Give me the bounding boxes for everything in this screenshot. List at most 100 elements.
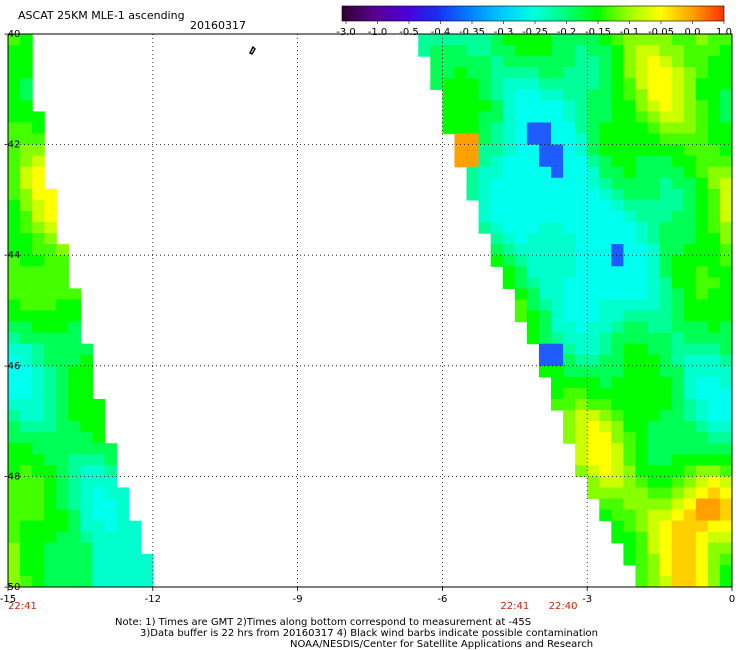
wind-cell — [514, 67, 528, 79]
wind-cell — [707, 509, 721, 522]
wind-cell — [647, 421, 661, 433]
wind-cell — [20, 144, 33, 157]
wind-cell — [128, 564, 142, 577]
wind-cell — [587, 210, 600, 223]
wind-cell — [32, 299, 45, 312]
wind-cell — [430, 45, 443, 57]
wind-cell — [611, 487, 624, 500]
wind-cell — [526, 34, 540, 46]
wind-cell — [32, 387, 45, 400]
wind-cell — [104, 465, 118, 477]
wind-cell — [575, 365, 588, 378]
wind-cell — [68, 354, 81, 367]
wind-cell — [707, 354, 721, 367]
wind-cell — [68, 476, 81, 489]
wind-cell — [538, 288, 552, 301]
wind-cell — [719, 133, 732, 146]
wind-cell — [659, 498, 673, 511]
wind-cell — [32, 144, 45, 157]
wind-cell — [683, 454, 697, 466]
wind-cell — [20, 277, 33, 289]
wind-cell — [68, 299, 81, 312]
wind-cell — [32, 166, 45, 179]
wind-cell — [68, 343, 81, 356]
wind-cell — [575, 210, 588, 223]
wind-cell — [551, 332, 564, 345]
wind-cell — [8, 365, 21, 378]
wind-cell — [635, 553, 649, 566]
wind-cell — [466, 188, 480, 201]
wind-cell — [719, 410, 732, 422]
wind-cell — [80, 376, 94, 389]
wind-cell — [32, 111, 45, 124]
wind-cell — [80, 365, 94, 378]
wind-cell — [551, 321, 564, 334]
wind-cell — [599, 144, 612, 157]
wind-cell — [575, 376, 588, 389]
wind-cell — [635, 288, 649, 301]
wind-cell — [683, 575, 697, 587]
wind-cell — [563, 111, 576, 124]
wind-cell — [490, 34, 504, 46]
wind-cell — [563, 277, 576, 289]
wind-cell — [647, 498, 661, 511]
wind-cell — [696, 587, 709, 599]
wind-cell — [442, 100, 456, 113]
wind-cell — [695, 67, 709, 79]
wind-cell — [442, 89, 456, 101]
wind-cell — [683, 288, 697, 301]
wind-cell — [563, 133, 576, 146]
wind-cell — [8, 133, 21, 146]
wind-cell — [623, 432, 637, 444]
wind-cell — [8, 288, 21, 301]
wind-cell — [44, 564, 57, 577]
wind-cell — [635, 476, 649, 489]
wind-cell — [538, 100, 552, 113]
wind-cell — [623, 166, 637, 179]
wind-cell — [538, 233, 552, 245]
wind-cell — [719, 365, 732, 378]
wind-cell — [8, 509, 21, 522]
wind-cell — [56, 365, 69, 378]
wind-cell — [454, 67, 468, 79]
wind-cell — [707, 45, 721, 57]
wind-cell — [719, 144, 732, 157]
wind-cell — [551, 398, 564, 411]
wind-cell — [719, 266, 732, 278]
wind-cell — [20, 111, 33, 124]
wind-cell — [707, 332, 721, 345]
wind-cell — [659, 133, 673, 146]
wind-cell — [454, 89, 468, 101]
wind-cell — [671, 487, 685, 500]
colorbar-tick-label: -0.2 — [557, 27, 577, 38]
wind-cell — [478, 222, 492, 234]
wind-cell — [611, 89, 624, 101]
wind-cell — [20, 498, 33, 511]
wind-cell — [623, 387, 637, 400]
wind-cell — [563, 144, 576, 157]
wind-cell — [708, 587, 721, 599]
wind-cell — [575, 67, 588, 79]
wind-cell — [20, 255, 33, 267]
wind-cell — [599, 387, 612, 400]
wind-cell — [647, 465, 661, 477]
wind-cell — [104, 564, 118, 577]
wind-cell — [490, 78, 504, 90]
wind-cell — [80, 410, 94, 422]
wind-cell — [563, 45, 576, 57]
wind-cell — [647, 553, 661, 566]
wind-cell — [611, 376, 624, 389]
wind-cell — [80, 476, 94, 489]
wind-cell — [44, 421, 57, 433]
wind-cell — [563, 222, 576, 234]
footer-credit: NOAA/NESDIS/Center for Satellite Applica… — [290, 639, 593, 650]
wind-cell — [659, 56, 673, 68]
wind-cell — [8, 454, 21, 466]
wind-cell — [20, 542, 33, 555]
wind-cell — [707, 111, 721, 124]
wind-cell — [587, 67, 600, 79]
wind-cell — [659, 288, 673, 301]
wind-cell — [430, 56, 443, 68]
wind-cell — [92, 410, 106, 422]
wind-cell — [490, 56, 504, 68]
